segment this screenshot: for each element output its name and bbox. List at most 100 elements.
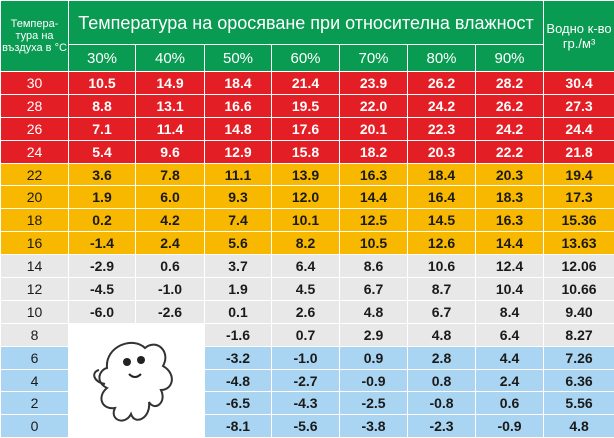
dew-point-cell: -8.1 bbox=[205, 415, 272, 438]
dew-point-cell: 7.1 bbox=[69, 117, 136, 140]
dew-point-cell: 11.4 bbox=[136, 117, 205, 140]
dew-point-cell: 14.4 bbox=[340, 186, 408, 209]
ghost-icon bbox=[85, 328, 185, 436]
dew-point-cell: 6.4 bbox=[476, 323, 544, 346]
dew-point-cell: -5.6 bbox=[272, 415, 340, 438]
dew-point-cell: 2.6 bbox=[272, 300, 340, 323]
dew-point-cell: 1.9 bbox=[69, 186, 136, 209]
water-amount-cell: 7.26 bbox=[544, 346, 614, 369]
dew-point-cell: -2.5 bbox=[340, 392, 408, 415]
header-dew-point-title: Температура на оросяване при относителна… bbox=[69, 1, 544, 45]
water-amount-cell: 24.4 bbox=[544, 117, 614, 140]
dew-point-cell: -1.0 bbox=[136, 278, 205, 301]
dew-point-cell: 7.8 bbox=[136, 163, 205, 186]
humidity-col-70: 70% bbox=[340, 45, 408, 72]
water-amount-cell: 12.06 bbox=[544, 255, 614, 278]
air-temperature-cell: 6 bbox=[1, 346, 69, 369]
dew-point-cell: -6.5 bbox=[205, 392, 272, 415]
dew-point-cell: 16.3 bbox=[340, 163, 408, 186]
dew-point-cell: -4.5 bbox=[69, 278, 136, 301]
dew-point-cell: 24.2 bbox=[476, 117, 544, 140]
air-temperature-cell: 18 bbox=[1, 209, 69, 232]
dew-point-cell: -0.9 bbox=[476, 415, 544, 438]
dew-point-cell: 7.4 bbox=[205, 209, 272, 232]
dew-point-cell: -2.6 bbox=[136, 300, 205, 323]
dew-point-cell: -2.9 bbox=[69, 255, 136, 278]
dew-point-cell: 22.3 bbox=[408, 117, 476, 140]
dew-point-cell: 11.1 bbox=[205, 163, 272, 186]
dew-point-cell: 8.7 bbox=[408, 278, 476, 301]
dew-point-cell: -1.4 bbox=[69, 232, 136, 255]
dew-point-cell: 8.6 bbox=[340, 255, 408, 278]
air-temperature-cell: 2 bbox=[1, 392, 69, 415]
dew-point-cell: 8.4 bbox=[476, 300, 544, 323]
dew-point-cell: 20.1 bbox=[340, 117, 408, 140]
dew-point-cell: 23.9 bbox=[340, 72, 408, 95]
water-amount-cell: 13.63 bbox=[544, 232, 614, 255]
dew-point-cell: -2.3 bbox=[408, 415, 476, 438]
dew-point-cell: 12.0 bbox=[272, 186, 340, 209]
dew-point-cell: 10.1 bbox=[272, 209, 340, 232]
dew-point-cell: 2.4 bbox=[136, 232, 205, 255]
air-temperature-cell: 26 bbox=[1, 117, 69, 140]
dew-point-cell: 12.9 bbox=[205, 140, 272, 163]
dew-point-cell: 20.3 bbox=[408, 140, 476, 163]
dew-point-cell: 12.4 bbox=[476, 255, 544, 278]
dew-point-cell: 0.6 bbox=[476, 392, 544, 415]
dew-point-cell: 14.4 bbox=[476, 232, 544, 255]
dew-point-cell: -3.2 bbox=[205, 346, 272, 369]
dew-point-cell: 26.2 bbox=[476, 94, 544, 117]
air-temperature-cell: 8 bbox=[1, 323, 69, 346]
dew-point-cell: 14.5 bbox=[408, 209, 476, 232]
dew-point-cell: 13.1 bbox=[136, 94, 205, 117]
dew-point-cell: -4.3 bbox=[272, 392, 340, 415]
air-temperature-cell: 28 bbox=[1, 94, 69, 117]
dew-point-cell: 16.3 bbox=[476, 209, 544, 232]
air-temperature-cell: 4 bbox=[1, 369, 69, 392]
ghost-illustration-cell bbox=[69, 323, 205, 437]
dew-point-cell: 0.1 bbox=[205, 300, 272, 323]
dew-point-cell: -3.8 bbox=[340, 415, 408, 438]
dew-point-cell: -1.0 bbox=[272, 346, 340, 369]
dew-point-cell: 10.6 bbox=[408, 255, 476, 278]
dew-point-cell: 5.4 bbox=[69, 140, 136, 163]
humidity-col-60: 60% bbox=[272, 45, 340, 72]
dew-point-cell: 0.6 bbox=[136, 255, 205, 278]
dew-point-cell: 12.6 bbox=[408, 232, 476, 255]
dew-point-cell: 22.0 bbox=[340, 94, 408, 117]
dew-point-cell: -6.0 bbox=[69, 300, 136, 323]
dew-point-cell: 26.2 bbox=[408, 72, 476, 95]
dew-point-cell: 4.5 bbox=[272, 278, 340, 301]
dew-point-cell: 6.7 bbox=[340, 278, 408, 301]
dew-point-cell: -0.9 bbox=[340, 369, 408, 392]
air-temperature-cell: 16 bbox=[1, 232, 69, 255]
air-temperature-cell: 0 bbox=[1, 415, 69, 438]
dew-point-cell: 10.5 bbox=[340, 232, 408, 255]
dew-point-cell: 0.8 bbox=[408, 369, 476, 392]
dew-point-cell: 4.2 bbox=[136, 209, 205, 232]
water-amount-cell: 27.3 bbox=[544, 94, 614, 117]
dew-point-cell: 12.5 bbox=[340, 209, 408, 232]
air-temperature-cell: 30 bbox=[1, 72, 69, 95]
dew-point-cell: -1.6 bbox=[205, 323, 272, 346]
air-temperature-cell: 14 bbox=[1, 255, 69, 278]
dew-point-cell: 6.4 bbox=[272, 255, 340, 278]
dew-point-cell: 2.4 bbox=[476, 369, 544, 392]
dew-point-cell: 4.8 bbox=[408, 323, 476, 346]
dew-point-cell: 16.4 bbox=[408, 186, 476, 209]
humidity-col-30: 30% bbox=[69, 45, 136, 72]
dew-point-cell: 4.8 bbox=[340, 300, 408, 323]
dew-point-cell: 10.5 bbox=[69, 72, 136, 95]
dew-point-cell: 2.9 bbox=[340, 323, 408, 346]
dew-point-cell: 9.6 bbox=[136, 140, 205, 163]
dew-point-cell: 13.9 bbox=[272, 163, 340, 186]
